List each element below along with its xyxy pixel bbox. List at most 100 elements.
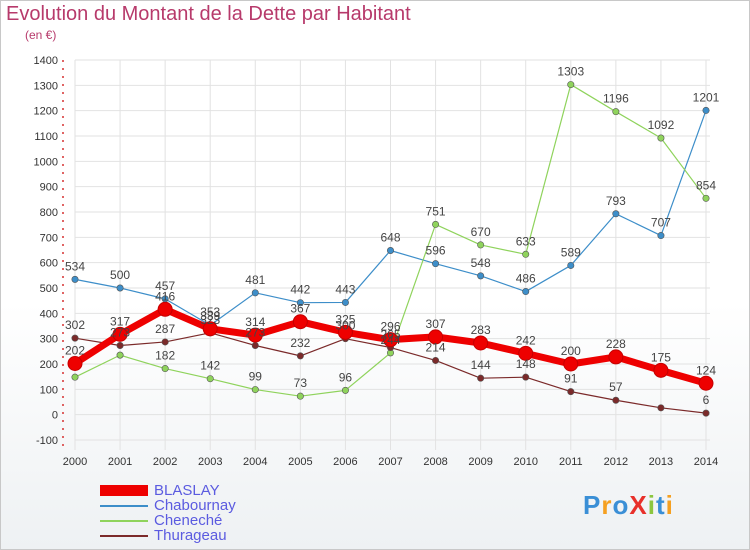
data-point-blaslay (157, 301, 173, 317)
data-point-blaslay (292, 314, 308, 330)
data-point-chabournay (116, 284, 124, 292)
data-point-thurageau (657, 404, 665, 412)
y-tick-label: 1100 (34, 131, 58, 143)
data-label: 596 (426, 244, 446, 258)
data-point-cheneché (702, 194, 710, 202)
y-tick-label: 1400 (34, 55, 58, 67)
y-tick-label: 1000 (34, 156, 58, 168)
data-label: 1092 (648, 118, 675, 132)
data-label: 273 (110, 326, 130, 340)
grid (74, 59, 710, 450)
data-label: 314 (245, 315, 265, 329)
data-point-cheneché (161, 365, 169, 373)
data-label: 648 (380, 231, 400, 245)
legend-item-thurageau: Thurageau (100, 528, 236, 543)
legend-label: BLASLAY (154, 482, 220, 499)
data-labels: 202 317 416 339 314 367 325 296 307 283 242 200 228 1… (65, 65, 720, 408)
data-label: 307 (426, 317, 446, 331)
series-lines (67, 81, 714, 417)
data-point-chabournay (657, 232, 665, 240)
data-point-chabournay (251, 289, 259, 297)
data-label: 751 (426, 204, 446, 218)
y-tick-label: 900 (40, 182, 58, 194)
x-tick-label: 2006 (333, 456, 357, 468)
data-point-thurageau (702, 409, 710, 417)
data-label: 182 (155, 349, 175, 363)
y-tick-label: 1200 (34, 106, 58, 118)
x-tick-label: 2004 (243, 456, 267, 468)
data-label: 1303 (557, 65, 584, 79)
data-point-chabournay (386, 247, 394, 255)
data-point-chabournay (567, 261, 575, 269)
data-point-cheneché (432, 220, 440, 228)
legend-label: Chabournay (154, 497, 236, 514)
data-label: 96 (339, 370, 353, 384)
data-label: 589 (561, 245, 581, 259)
data-point-cheneché (296, 392, 304, 400)
data-label: 457 (155, 279, 175, 293)
data-label: 142 (200, 359, 220, 373)
data-label: 300 (335, 319, 355, 333)
x-tick-label: 2002 (153, 456, 177, 468)
data-label: 200 (561, 344, 581, 358)
data-label: 481 (245, 273, 265, 287)
chart-title: Evolution du Montant de la Dette par Hab… (6, 3, 411, 25)
legend-item-chabournay: Chabournay (100, 498, 236, 513)
data-point-blaslay (67, 355, 83, 371)
data-label: 442 (290, 283, 310, 297)
data-label: 242 (516, 333, 536, 347)
data-label: 296 (380, 320, 400, 334)
data-label: 175 (651, 350, 671, 364)
axes: -100 0 100 200 300 400 500 600 700 800 900 1000 1100… (34, 55, 719, 468)
data-point-blaslay (698, 375, 714, 391)
legend-swatch (100, 519, 148, 522)
data-label: 6 (703, 393, 710, 407)
y-tick-label: 200 (40, 359, 58, 371)
x-tick-label: 2001 (108, 456, 132, 468)
data-point-blaslay (247, 327, 263, 343)
data-point-blaslay (337, 324, 353, 340)
data-label: 325 (335, 312, 355, 326)
y-tick-label: 600 (40, 258, 58, 270)
data-label: 202 (65, 343, 85, 357)
data-label: 339 (200, 309, 220, 323)
data-point-thurageau (161, 338, 169, 346)
x-tick-label: 2003 (198, 456, 222, 468)
data-point-chabournay (341, 298, 349, 306)
data-label: 500 (110, 268, 130, 282)
data-label: 148 (516, 357, 536, 371)
data-point-chabournay (702, 106, 710, 114)
data-point-blaslay (112, 326, 128, 342)
x-tick-label: 2000 (63, 456, 87, 468)
data-point-chabournay (296, 299, 304, 307)
x-tick-label: 2005 (288, 456, 312, 468)
chart-subtitle: (en €) (25, 28, 57, 42)
data-label: 99 (249, 370, 263, 384)
proxiti-logo: ProXiti (583, 490, 674, 520)
data-label: 91 (564, 372, 578, 386)
x-tick-label: 2011 (559, 456, 583, 468)
legend-item-blaslay: BLASLAY (100, 483, 236, 498)
y-tick-label: 800 (40, 207, 58, 219)
legend: BLASLAY Chabournay Cheneché Thurageau (100, 483, 236, 543)
data-label: 443 (335, 282, 355, 296)
x-tick-label: 2014 (694, 456, 718, 468)
data-label: 416 (155, 289, 175, 303)
legend-swatch (100, 504, 148, 507)
data-point-chabournay (477, 272, 485, 280)
data-point-thurageau (251, 342, 259, 350)
data-label: 793 (606, 194, 626, 208)
y-tick-label: 100 (40, 384, 58, 396)
y-tick-label: -100 (36, 435, 58, 447)
data-point-cheneché (206, 375, 214, 383)
y-tick-label: 400 (40, 308, 58, 320)
data-point-thurageau (522, 373, 530, 381)
data-label: 228 (606, 337, 626, 351)
data-label: 633 (516, 234, 536, 248)
y-tick-label: 700 (40, 232, 58, 244)
legend-swatch (100, 534, 148, 537)
legend-item-cheneché: Cheneché (100, 513, 236, 528)
data-label: 214 (426, 340, 446, 354)
data-point-blaslay (608, 349, 624, 365)
